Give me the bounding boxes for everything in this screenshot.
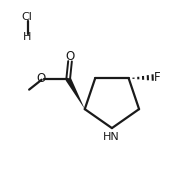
- Text: HN: HN: [103, 132, 119, 142]
- Text: H: H: [23, 32, 31, 42]
- Text: O: O: [65, 50, 75, 63]
- Text: O: O: [36, 73, 46, 86]
- Text: Cl: Cl: [22, 12, 33, 22]
- Polygon shape: [66, 78, 85, 109]
- Text: F: F: [154, 71, 160, 84]
